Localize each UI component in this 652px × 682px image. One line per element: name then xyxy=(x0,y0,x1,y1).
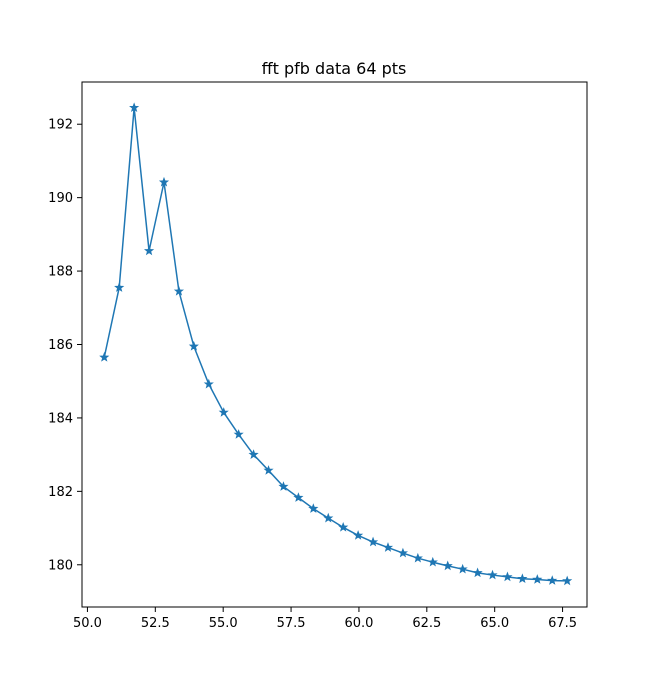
data-point-star xyxy=(233,429,244,439)
data-point-star xyxy=(188,341,199,351)
data-point-star xyxy=(502,571,513,582)
data-point-star xyxy=(99,352,110,362)
data-point-star xyxy=(562,575,573,586)
x-tick-label: 60.0 xyxy=(344,616,373,631)
data-point-star xyxy=(442,560,453,571)
data-point-star xyxy=(338,521,349,532)
y-tick-label: 190 xyxy=(48,191,73,206)
data-point-star xyxy=(263,465,274,475)
data-point-star xyxy=(547,575,558,585)
data-point-star xyxy=(158,176,170,187)
data-point-star xyxy=(412,552,423,563)
x-tick-label: 62.5 xyxy=(412,616,441,631)
y-axis: 180 182 184 186 188 190 192 xyxy=(48,118,82,573)
x-axis: 50.0 52.5 55.0 57.5 60.0 62.5 65.0 67.5 xyxy=(73,607,577,631)
data-point-star xyxy=(397,547,408,558)
data-point-star xyxy=(427,556,438,567)
y-tick-label: 186 xyxy=(48,338,73,353)
data-point-star xyxy=(248,449,259,459)
data-point-star xyxy=(218,407,229,417)
x-tick-label: 50.0 xyxy=(73,616,102,631)
data-point-star xyxy=(114,282,125,292)
data-point-star xyxy=(293,492,304,502)
x-tick-label: 57.5 xyxy=(277,616,306,631)
data-point-star xyxy=(382,542,394,552)
data-point-star xyxy=(323,512,334,523)
data-point-star xyxy=(472,567,483,578)
data-point-star xyxy=(308,503,319,513)
data-point-star xyxy=(517,573,528,584)
y-tick-label: 184 xyxy=(48,411,73,426)
data-point-star xyxy=(487,569,498,580)
x-tick-label: 67.5 xyxy=(548,616,577,631)
y-tick-label: 192 xyxy=(48,118,73,133)
plot-area-frame xyxy=(81,81,588,608)
chart-title: fft pfb data 64 pts xyxy=(262,59,407,78)
series-layer xyxy=(99,102,573,586)
data-point-star xyxy=(129,102,140,113)
y-tick-label: 182 xyxy=(48,485,73,500)
x-tick-label: 65.0 xyxy=(480,616,509,631)
y-tick-label: 188 xyxy=(48,265,73,280)
data-point-star xyxy=(367,536,379,547)
data-point-star xyxy=(203,378,214,389)
data-point-star xyxy=(173,285,185,296)
data-point-star xyxy=(143,245,155,256)
x-tick-label: 52.5 xyxy=(141,616,170,631)
y-tick-label: 180 xyxy=(48,558,73,573)
series-line xyxy=(103,106,568,582)
data-point-star xyxy=(278,481,289,491)
data-point-star xyxy=(353,530,364,540)
data-point-star xyxy=(457,563,468,574)
x-tick-label: 55.0 xyxy=(209,616,238,631)
data-point-star xyxy=(532,574,543,584)
